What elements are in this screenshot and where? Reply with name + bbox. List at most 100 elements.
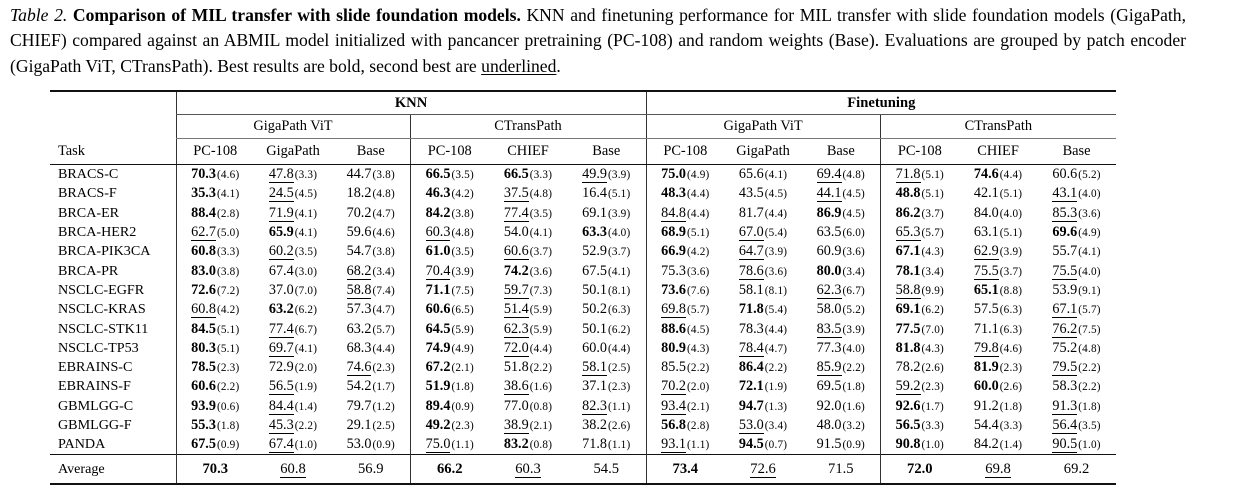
cell-value: 60.3 [425,224,451,242]
cell-std: (5.9) [529,323,553,336]
cell-std: (5.9) [529,304,553,317]
result-cell: 81.8(4.3) [879,338,960,358]
table-caption: Table 2. Comparison of MIL transfer with… [10,3,1186,79]
cell-value: 77.4 [268,320,294,338]
cell-std: (6.3) [999,323,1023,336]
cell-std: (8.1) [764,284,788,297]
cell-value: 65.6 [738,166,764,183]
cell-value: 58.3 [1052,378,1078,395]
cell-std: (2.2) [764,362,788,375]
cell-std: (3.7) [607,246,631,259]
result-cell: 92.6(1.7) [879,396,960,416]
cell-value: 75.0 [661,166,686,183]
result-cell: 59.6(4.6) [332,223,410,242]
cell-std: (5.1) [921,188,944,201]
cell-value: 66.2 [436,460,463,477]
result-cell: 63.5(6.0) [802,223,880,242]
cell-value: 75.3 [661,262,686,279]
cell-value: 35.3 [191,185,216,202]
cell-std: (1.8) [451,381,474,394]
cell-std: (3.8) [372,246,395,259]
result-cell: 56.4(3.5) [1037,416,1116,435]
table-row: NSCLC-KRAS 60.8(4.2) 63.2(6.2) 57.3(4.7) 60.… [50,300,1116,320]
cell-value: 58.1 [738,281,764,298]
cell-value: 84.0 [973,204,999,221]
cell-value: 72.6 [750,460,776,479]
cell-value: 56.8 [661,417,686,433]
result-cell: 64.7(3.9) [724,242,802,261]
cell-value: 54.4 [973,417,999,433]
result-cell: 72.0 [879,454,960,485]
result-cell: 24.5(4.5) [254,184,332,203]
result-cell: 92.0(1.6) [802,397,880,416]
subgroup-header-gigapath-vit: GigaPath ViT [645,114,881,139]
cell-std: (4.3) [687,342,710,355]
cell-std: (4.1) [1078,246,1101,259]
result-cell: 77.3(4.0) [802,339,880,358]
cell-std: (6.3) [999,304,1023,317]
cell-std: (5.1) [607,188,631,201]
cell-std: (4.8) [842,169,865,182]
cell-std: (4.4) [764,207,788,220]
result-cell: 29.1(2.5) [332,416,410,435]
cell-std: (3.5) [451,246,474,259]
cell-value: 88.6 [661,320,686,337]
result-cell: 77.5(7.0) [879,319,960,339]
cell-value: 75.5 [973,262,999,280]
result-cell: 88.6(4.5) [645,319,725,339]
cell-value: 55.3 [191,417,216,433]
result-cell: 69.8 [959,454,1038,485]
cell-value: 56.5 [895,417,921,433]
cell-std: (2.1) [451,362,474,375]
result-cell: 74.6(2.3) [332,358,410,377]
cell-value: 77.5 [895,320,921,337]
cell-std: (1.2) [372,400,395,413]
cell-std: (3.3) [999,420,1023,432]
result-cell: 47.8(3.3) [254,165,332,185]
cell-value: 37.1 [582,378,607,395]
result-cell: 38.9(2.1) [489,416,567,435]
task-label: EBRAINS-F [58,378,131,395]
cell-std: (3.5) [529,207,553,220]
table-row: BRCA-PIK3CA 60.8(3.3) 60.2(3.5) 54.7(3.8) 61… [50,242,1116,262]
task-label: NSCLC-KRAS [58,301,146,318]
column-header-chief: CHIEF [959,138,1038,165]
cell-value: 59.7 [503,281,529,299]
cell-std: (4.5) [764,188,788,201]
cell-value: 58.1 [582,359,607,377]
cell-value: 69.1 [582,204,607,221]
cell-std: (0.9) [372,439,395,452]
cell-value: 24.5 [268,185,294,203]
result-cell: 69.2 [1037,454,1117,485]
result-cell: 91.3(1.8) [1037,397,1116,416]
result-cell: 59.2(2.3) [879,377,960,397]
column-header-pc108: PC-108 [409,138,489,165]
column-header-base: Base [567,138,647,165]
cell-std: (0.8) [529,439,553,452]
cell-value: 60.8 [191,243,216,260]
cell-value: 67.5 [582,262,607,279]
cell-value: 71.8 [738,301,764,318]
result-cell: 93.9(0.6) [175,396,254,416]
cell-value: 54.0 [503,224,529,241]
result-cell: 50.1(6.2) [567,319,646,338]
cell-std: (4.1) [294,227,318,240]
table-row: NSCLC-STK11 84.5(5.1) 77.4(6.7) 63.2(5.7) 64… [50,319,1116,339]
task-label: BRCA-ER [58,204,120,221]
result-cell: 50.2(6.3) [567,300,646,319]
cell-std: (1.3) [764,400,788,413]
cell-value: 50.1 [582,281,607,298]
cell-value: 38.9 [503,417,529,434]
cell-std: (1.8) [1078,400,1101,413]
cell-value: 66.5 [425,166,451,183]
result-cell: 54.5 [567,454,647,485]
result-cell: 84.5(5.1) [175,319,254,339]
cell-value: 67.1 [895,243,921,260]
result-cell: 86.4(2.2) [724,358,802,377]
result-cell: 54.0(4.1) [489,223,567,242]
cell-std: (3.9) [607,207,631,220]
result-cell: 65.9(4.1) [254,223,332,242]
cell-value: 78.4 [738,339,764,357]
cell-value: 72.0 [503,339,529,357]
table-row: NSCLC-TP53 80.3(5.1) 69.7(4.1) 68.3(4.4) 74.… [50,338,1116,358]
